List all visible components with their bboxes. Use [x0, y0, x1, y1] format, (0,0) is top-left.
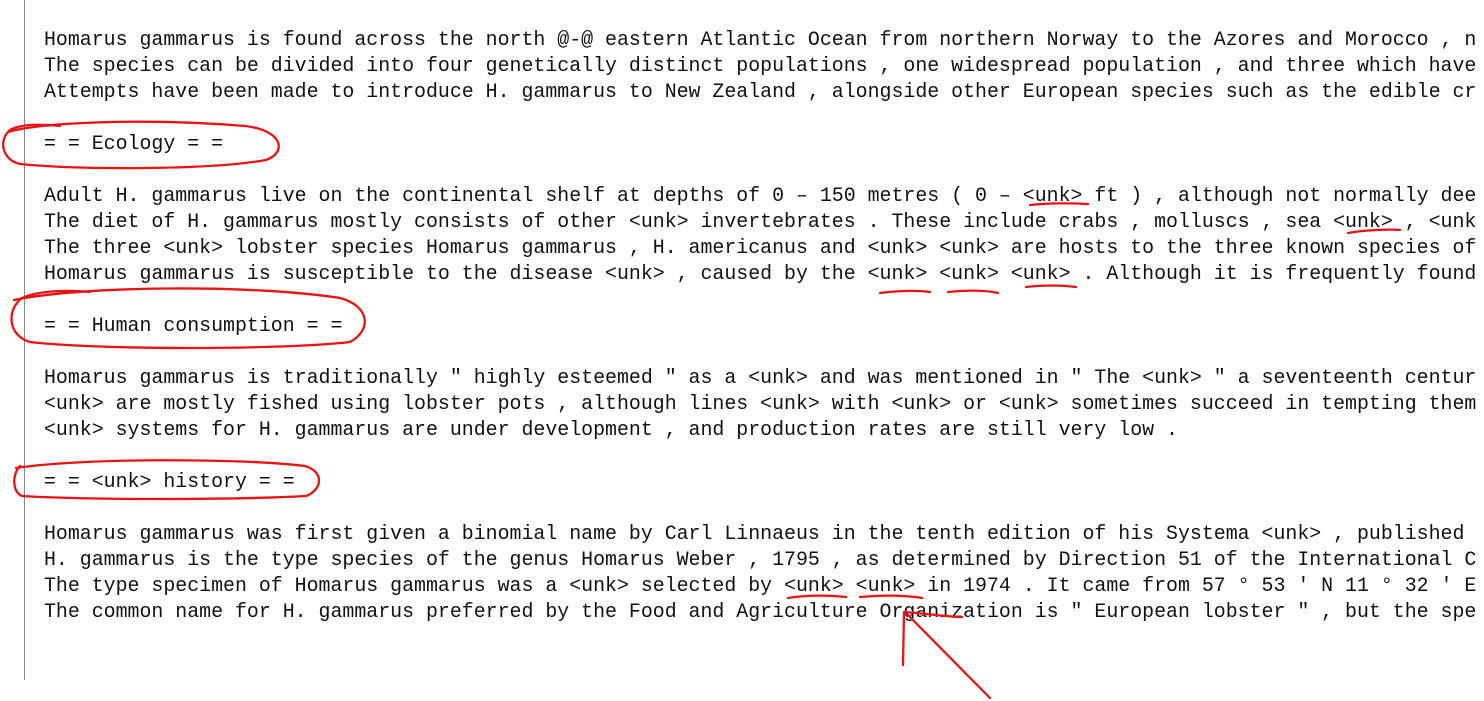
text-line-7[interactable]: Adult H. gammarus live on the continenta…	[44, 184, 1477, 207]
text-line-1[interactable]: Homarus gammarus is found across the nor…	[44, 28, 1477, 51]
text-line-14[interactable]: Homarus gammarus is traditionally " high…	[44, 366, 1477, 389]
gutter-divider	[24, 0, 25, 680]
text-line-23[interactable]: The common name for H. gammarus preferre…	[44, 600, 1477, 623]
text-line-3[interactable]: Attempts have been made to introduce H. …	[44, 80, 1477, 103]
text-line-8[interactable]: The diet of H. gammarus mostly consists …	[44, 210, 1477, 233]
text-line-22[interactable]: The type specimen of Homarus gammarus wa…	[44, 574, 1477, 597]
text-content-area[interactable]: Homarus gammarus is found across the nor…	[44, 27, 1484, 625]
text-line-10[interactable]: Homarus gammarus is susceptible to the d…	[44, 262, 1477, 285]
text-line-19[interactable]	[44, 495, 1484, 521]
text-line-9[interactable]: The three <unk> lobster species Homarus …	[44, 236, 1477, 259]
heading-ecology[interactable]: = = Ecology = =	[44, 132, 224, 155]
text-line-16[interactable]: <unk> systems for H. gammarus are under …	[44, 418, 1178, 441]
text-line-17[interactable]	[44, 443, 1484, 469]
text-line-13[interactable]	[44, 339, 1484, 365]
text-line-15[interactable]: <unk> are mostly fished using lobster po…	[44, 392, 1477, 415]
text-line-20[interactable]: Homarus gammarus was first given a binom…	[44, 522, 1465, 545]
text-line-11[interactable]	[44, 287, 1484, 313]
heading-human-consumption[interactable]: = = Human consumption = =	[44, 314, 343, 337]
text-line-6[interactable]	[44, 157, 1484, 183]
text-line-21[interactable]: H. gammarus is the type species of the g…	[44, 548, 1477, 571]
heading-unk-history[interactable]: = = <unk> history = =	[44, 470, 295, 493]
text-line-4[interactable]	[44, 105, 1484, 131]
text-line-2[interactable]: The species can be divided into four gen…	[44, 54, 1477, 77]
